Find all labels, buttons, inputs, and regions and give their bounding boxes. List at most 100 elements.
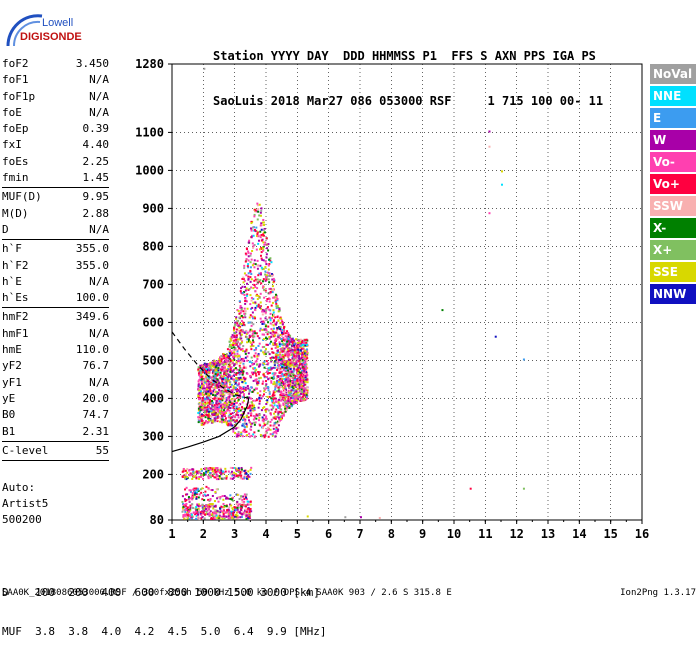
echo-point — [263, 227, 266, 230]
param-value: 55 — [95, 443, 109, 457]
echo-point — [235, 320, 238, 323]
echo-point — [198, 493, 201, 496]
echo-point — [247, 250, 250, 253]
echo-point — [218, 382, 221, 385]
echo-point — [292, 344, 295, 347]
echo-point — [289, 359, 292, 362]
echo-point — [276, 406, 279, 409]
echo-point — [257, 371, 260, 374]
echo-point — [205, 391, 208, 394]
echo-point — [286, 377, 289, 380]
echo-point — [235, 334, 238, 337]
echo-point — [273, 391, 276, 394]
echo-point — [213, 373, 216, 376]
echo-point — [228, 409, 231, 412]
echo-point — [256, 383, 259, 386]
echo-point — [262, 420, 265, 423]
y-tick-label: 200 — [142, 467, 164, 481]
echo-point — [205, 380, 208, 383]
echo-point — [274, 415, 277, 418]
echo-point — [290, 389, 293, 392]
f-trace-echoes — [197, 202, 309, 439]
echo-point — [241, 285, 244, 288]
echo-point — [226, 420, 229, 423]
echo-point — [248, 396, 251, 399]
echo-point — [259, 363, 262, 366]
echo-point — [199, 488, 202, 491]
echo-point — [253, 208, 256, 211]
echo-point — [286, 340, 289, 343]
isolated-echo-point — [488, 212, 491, 215]
echo-point — [303, 350, 306, 353]
echo-point — [252, 297, 255, 300]
echo-point — [284, 396, 287, 399]
echo-point — [278, 366, 281, 369]
echo-point — [221, 517, 224, 520]
echo-point — [223, 385, 226, 388]
echo-point — [304, 387, 307, 390]
echo-point — [293, 341, 296, 344]
echo-point — [261, 234, 264, 237]
echo-point — [204, 490, 207, 493]
echo-point — [200, 386, 203, 389]
echo-point — [217, 470, 220, 473]
echo-point — [215, 400, 218, 403]
echo-point — [262, 351, 265, 354]
echo-point — [217, 510, 220, 513]
echo-point — [206, 367, 209, 370]
echo-point — [194, 510, 197, 513]
echo-point — [223, 372, 226, 375]
echo-point — [216, 510, 219, 513]
echo-point — [204, 473, 207, 476]
echo-point — [304, 360, 307, 363]
echo-point — [201, 387, 204, 390]
echo-point — [269, 428, 272, 431]
echo-point — [201, 375, 204, 378]
echo-point — [191, 515, 194, 518]
echo-point — [242, 370, 245, 373]
echo-point — [212, 397, 215, 400]
param-value: 9.95 — [82, 190, 110, 204]
echo-point — [205, 371, 208, 374]
echo-point — [304, 391, 307, 394]
echo-point — [234, 513, 237, 516]
echo-point — [215, 514, 218, 517]
echo-point — [285, 407, 288, 410]
echo-point — [220, 358, 223, 361]
echo-point — [229, 359, 232, 362]
echo-point — [232, 349, 235, 352]
echo-point — [241, 391, 244, 394]
echo-point — [231, 466, 234, 469]
echo-point — [283, 363, 286, 366]
isolated-echo-point — [344, 516, 347, 519]
echo-point — [274, 417, 277, 420]
echo-point — [284, 410, 287, 413]
echo-point — [254, 263, 257, 266]
echo-point — [260, 397, 263, 400]
echo-point — [214, 406, 217, 409]
echo-point — [242, 387, 245, 390]
echo-point — [249, 407, 252, 410]
echo-point — [231, 412, 234, 415]
echo-point — [271, 285, 274, 288]
echo-point — [275, 408, 278, 411]
echo-point — [250, 286, 253, 289]
echo-point — [269, 342, 272, 345]
echo-point — [232, 386, 235, 389]
echo-point — [253, 407, 256, 410]
echo-point — [269, 274, 272, 277]
echo-point — [197, 383, 200, 386]
echo-point — [276, 316, 279, 319]
echo-point — [198, 418, 201, 421]
param-label: B0 — [2, 408, 16, 422]
echo-point — [181, 500, 184, 503]
param-label: h`E — [2, 274, 22, 288]
echo-point — [250, 425, 253, 428]
scaled-parameters-panel: foF2 3.450 foF1 N/A foF1p N/A foE N/A foEp 0.39 fx… — [2, 56, 109, 462]
echo-point — [285, 404, 288, 407]
echo-point — [237, 338, 240, 341]
echo-point — [303, 341, 306, 344]
echo-point — [239, 337, 242, 340]
echo-point — [277, 360, 280, 363]
echo-point — [222, 509, 225, 512]
